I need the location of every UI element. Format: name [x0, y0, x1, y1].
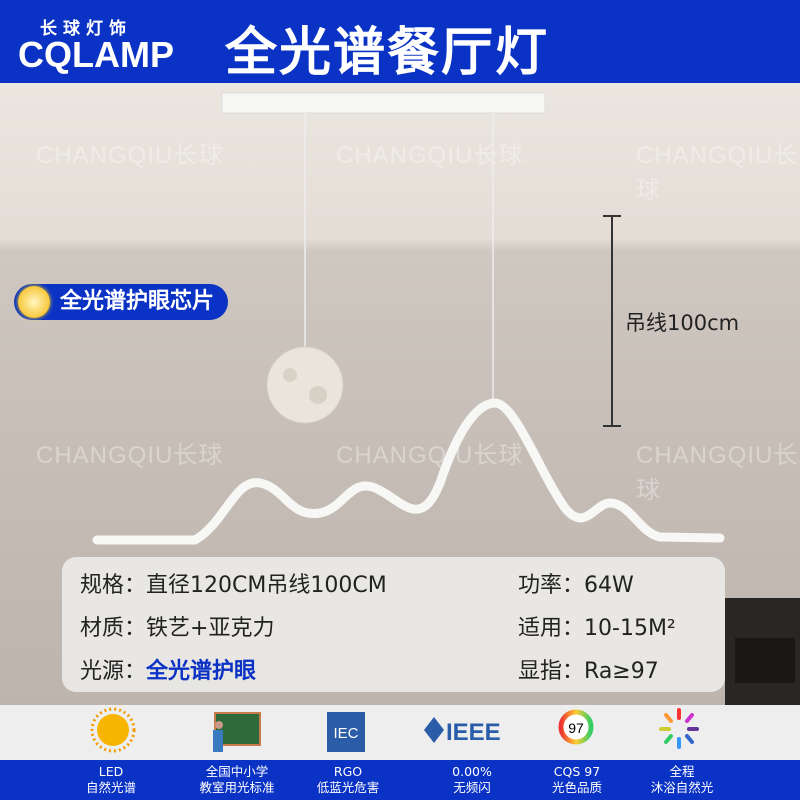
svg-text:IEEE: IEEE [446, 719, 501, 746]
feature-led: LED 自然光谱 [85, 764, 136, 795]
sun-icon [90, 707, 136, 753]
svg-text:97: 97 [568, 720, 584, 736]
spec-size: 规格：直径120CM吊线100CM [80, 573, 387, 598]
feature-flicker-free: 0.00% 无频闪 [452, 764, 492, 795]
spec-area: 适用：10-15M² [518, 616, 676, 641]
feature-classroom-standard: 全国中小学 教室用光标准 [199, 764, 275, 795]
sun-chip-icon [18, 286, 50, 318]
watermark: CHANGQIU长球 [636, 442, 799, 504]
eye-care-chip-badge: 全光谱护眼芯片 [14, 284, 229, 320]
spec-power: 功率：64W [518, 573, 634, 598]
ceiling-canopy [221, 92, 546, 114]
feature-natural-light: 全程 沐浴自然光 [650, 764, 714, 795]
moon-sphere [266, 346, 344, 424]
spec-light-source: 光源：全光谱护眼 [80, 659, 257, 684]
svg-text:IEC: IEC [333, 725, 358, 742]
iec-logo-icon: IEC [327, 712, 365, 752]
header-banner: 长球灯饰 CQLAMP 全光谱餐厅灯 [0, 0, 800, 83]
page-title: 全光谱餐厅灯 [225, 23, 550, 83]
feature-icons-strip: IEC IEEE 97 [0, 705, 800, 760]
feature-rgo: RGO 低蓝光危害 [316, 764, 380, 795]
spec-material: 材质：铁艺+亚克力 [80, 616, 275, 641]
feature-cqs: CQS 97 光色品质 [551, 764, 602, 795]
wave-lamp-body [92, 398, 725, 545]
color-spectrum-icon [659, 708, 699, 749]
watermark: CHANGQIU长球 [36, 442, 224, 469]
badge-label: 全光谱护眼芯片 [60, 289, 215, 314]
cqs-gauge-icon: 97 [558, 709, 594, 745]
brand-logo: CQLAMP [18, 34, 174, 75]
spec-panel: 规格：直径120CM吊线100CM 功率：64W 材质：铁艺+亚克力 适用：10… [62, 557, 725, 692]
ieee-logo-icon: IEEE [424, 717, 501, 746]
watermark: CHANGQIU长球 [336, 142, 524, 169]
dimension-label: 吊线100cm [625, 311, 740, 335]
feature-labels-band: LED 自然光谱 全国中小学 教室用光标准 RGO 低蓝光危害 0.00% 无频闪 CQ… [0, 760, 800, 800]
watermark: CHANGQIU长球 [636, 142, 799, 204]
spec-cri: 显指：Ra≥97 [518, 659, 659, 684]
watermark: CHANGQIU长球 [336, 442, 524, 469]
teacher-blackboard-icon [213, 712, 261, 752]
watermark: CHANGQIU长球 [36, 142, 224, 169]
lamp-illustration [92, 92, 800, 705]
brand-name-cn: 长球灯饰 [40, 19, 132, 39]
